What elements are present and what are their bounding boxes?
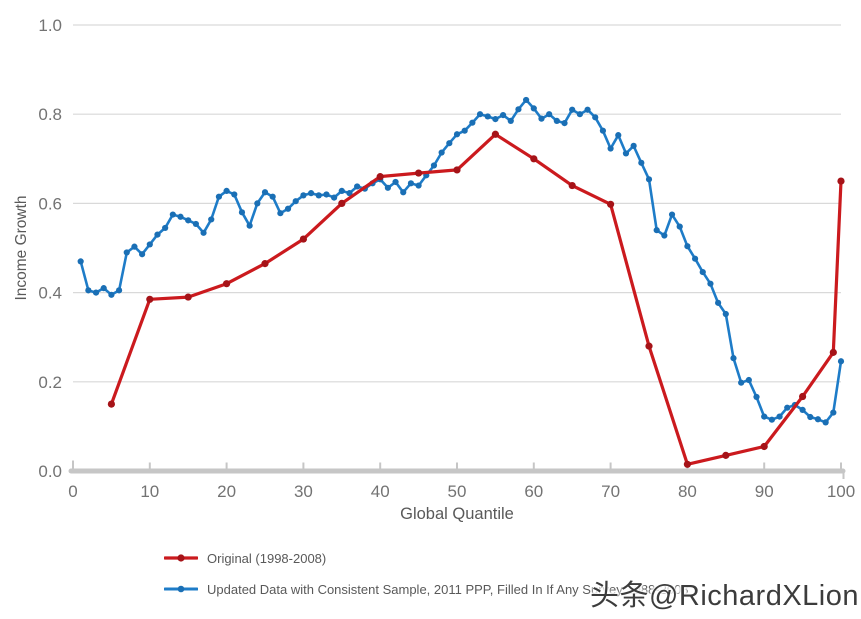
legend-label-updated: Updated Data with Consistent Sample, 201… <box>207 581 689 597</box>
legend-item-original: Original (1998-2008) <box>164 549 689 567</box>
svg-text:20: 20 <box>217 482 236 501</box>
chart-svg: 0 10 20 30 40 50 60 70 80 90 100 0.0 0.2 0.4 0.6 0.8 1.… <box>13 16 855 523</box>
svg-text:0: 0 <box>68 482 77 501</box>
legend-label-original: Original (1998-2008) <box>207 550 327 566</box>
svg-text:0.6: 0.6 <box>38 194 62 213</box>
svg-text:80: 80 <box>678 482 697 501</box>
gridlines <box>73 24 841 383</box>
svg-text:90: 90 <box>755 482 774 501</box>
svg-text:70: 70 <box>601 482 620 501</box>
x-axis-title: Global Quantile <box>400 505 514 523</box>
svg-text:0.4: 0.4 <box>38 284 62 303</box>
svg-text:0.2: 0.2 <box>38 373 62 392</box>
svg-text:30: 30 <box>294 482 313 501</box>
y-axis-title: Income Growth <box>13 195 30 300</box>
y-axis: 0.0 0.2 0.4 0.6 0.8 1.0 <box>38 16 62 481</box>
svg-text:10: 10 <box>140 482 159 501</box>
legend-item-updated: Updated Data with Consistent Sample, 201… <box>164 580 689 598</box>
legend: Original (1998-2008) Updated Data with C… <box>164 549 689 611</box>
svg-text:60: 60 <box>524 482 543 501</box>
svg-text:1.0: 1.0 <box>38 16 62 35</box>
series-updated <box>77 96 845 426</box>
watermark: 头条@RichardXLion <box>589 580 859 612</box>
legend-marker-updated-icon <box>164 585 198 593</box>
svg-text:0.8: 0.8 <box>38 105 62 124</box>
x-axis: 0 10 20 30 40 50 60 70 80 90 100 <box>68 460 855 501</box>
svg-text:100: 100 <box>827 482 855 501</box>
legend-marker-original-icon <box>164 554 198 562</box>
svg-text:50: 50 <box>448 482 467 501</box>
series-original <box>107 130 845 468</box>
svg-text:0.0: 0.0 <box>38 462 62 481</box>
svg-text:40: 40 <box>371 482 390 501</box>
